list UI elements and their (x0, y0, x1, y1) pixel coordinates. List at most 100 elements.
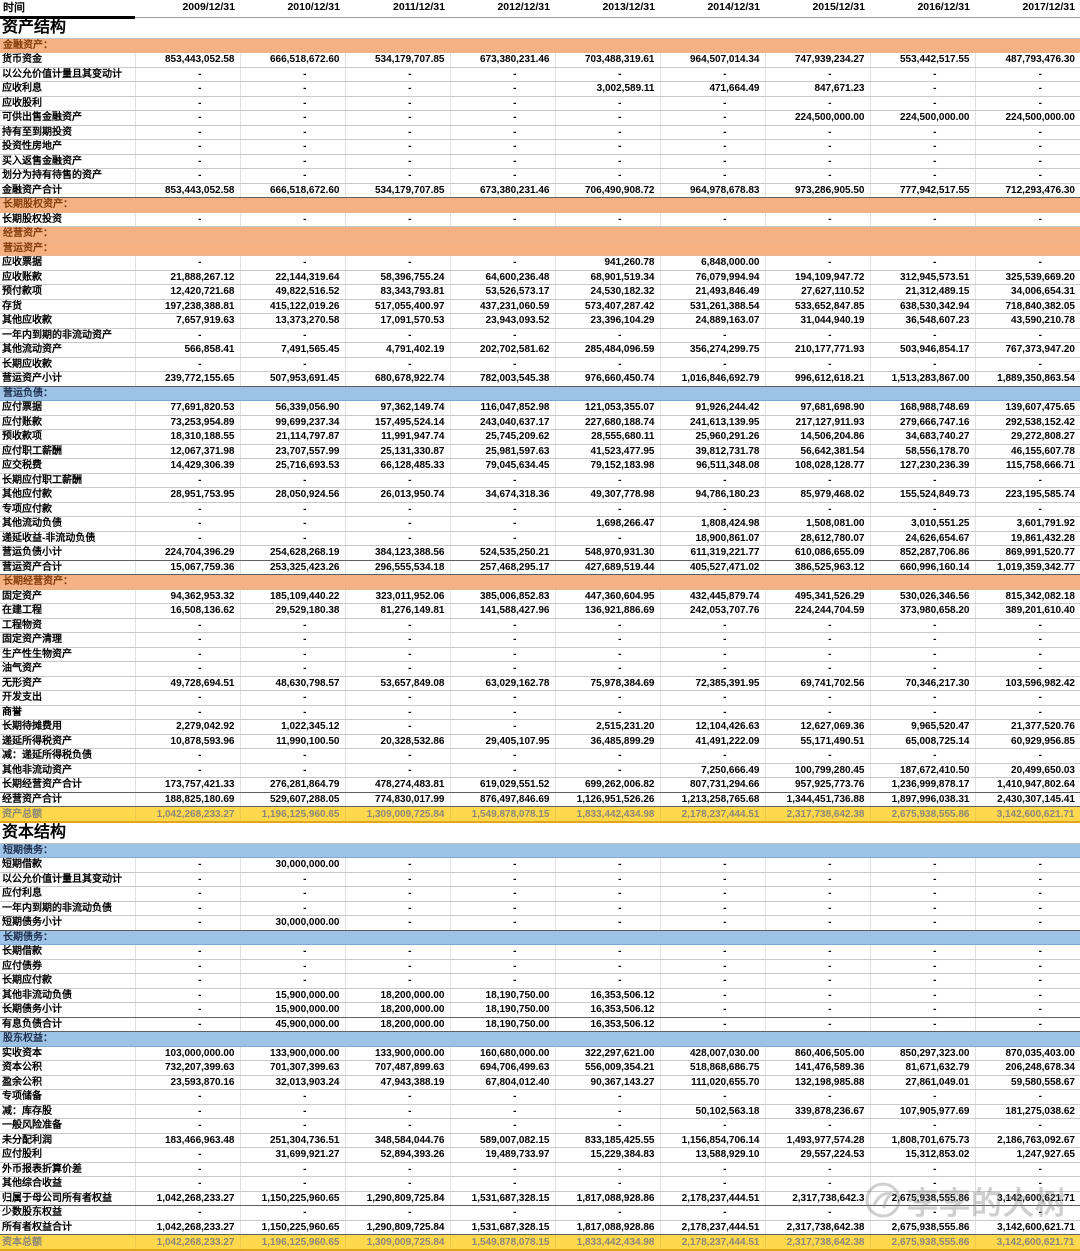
data-cell[interactable]: - (765, 212, 871, 227)
data-cell[interactable]: - (660, 168, 766, 184)
data-cell[interactable]: - (345, 661, 451, 677)
data-cell[interactable]: - (345, 748, 451, 764)
data-cell[interactable]: - (450, 857, 556, 873)
data-cell[interactable]: - (450, 531, 556, 546)
data-cell[interactable]: 29,405,107.95 (450, 734, 556, 749)
data-cell[interactable]: 2,675,938,555.86 (870, 1234, 976, 1251)
row-label[interactable]: 未分配利润 (0, 1133, 136, 1148)
data-cell[interactable]: - (660, 67, 766, 82)
data-cell[interactable]: - (240, 886, 346, 902)
row-label[interactable]: 归属于母公司所有者权益 (0, 1190, 136, 1206)
data-cell[interactable]: 25,981,597.63 (450, 444, 556, 459)
data-cell[interactable]: 90,367,143.27 (555, 1075, 661, 1090)
data-cell[interactable]: - (660, 502, 766, 517)
data-cell[interactable]: 2,317,738,642.38 (765, 1234, 871, 1251)
data-cell[interactable]: - (975, 357, 1080, 372)
data-cell[interactable]: 2,430,307,145.41 (975, 791, 1080, 807)
data-cell[interactable]: - (870, 1162, 976, 1177)
data-cell[interactable]: - (345, 1104, 451, 1119)
data-cell[interactable]: 23,707,557.99 (240, 444, 346, 459)
data-cell[interactable]: - (450, 1162, 556, 1177)
data-cell[interactable]: - (870, 212, 976, 227)
data-cell[interactable]: 1,513,283,867.00 (870, 371, 976, 387)
data-cell[interactable]: 996,612,618.21 (765, 371, 871, 387)
row-label[interactable]: 在建工程 (0, 603, 136, 619)
data-cell[interactable]: - (240, 110, 346, 126)
data-cell[interactable]: - (135, 748, 241, 764)
data-cell[interactable]: 1,016,846,692.79 (660, 371, 766, 387)
data-cell[interactable]: - (240, 618, 346, 633)
data-cell[interactable]: 853,443,052.58 (135, 52, 241, 68)
data-cell[interactable]: - (870, 944, 976, 960)
data-cell[interactable]: - (975, 81, 1080, 97)
data-cell[interactable]: 471,664.49 (660, 81, 766, 97)
data-cell[interactable]: 21,888,267.12 (135, 270, 241, 285)
data-cell[interactable]: - (555, 959, 661, 974)
data-cell[interactable]: 29,272,808.27 (975, 429, 1080, 445)
data-cell[interactable]: 807,731,294.66 (660, 777, 766, 793)
data-cell[interactable]: - (660, 647, 766, 662)
data-cell[interactable]: 56,339,056.90 (240, 400, 346, 416)
data-cell[interactable]: 3,010,551.25 (870, 516, 976, 532)
data-cell[interactable]: 2,317,738,642.3 (765, 1190, 871, 1206)
data-cell[interactable]: - (240, 81, 346, 97)
data-cell[interactable]: - (240, 516, 346, 532)
data-cell[interactable]: - (345, 139, 451, 155)
data-cell[interactable]: - (660, 212, 766, 227)
data-cell[interactable]: 20,499,650.03 (975, 763, 1080, 778)
data-cell[interactable]: 155,524,849.73 (870, 487, 976, 503)
data-cell[interactable]: 133,900,000.00 (345, 1046, 451, 1061)
data-cell[interactable]: 58,396,755.24 (345, 270, 451, 285)
data-cell[interactable]: - (135, 110, 241, 126)
data-cell[interactable]: 12,104,426.63 (660, 719, 766, 735)
data-cell[interactable]: 17,091,570.53 (345, 313, 451, 329)
data-cell[interactable]: 21,312,489.15 (870, 284, 976, 300)
row-label[interactable]: 货币资金 (0, 52, 136, 68)
data-cell[interactable]: 241,613,139.95 (660, 415, 766, 430)
data-cell[interactable]: 415,122,019.26 (240, 299, 346, 314)
data-cell[interactable]: - (870, 661, 976, 677)
data-cell[interactable]: - (975, 901, 1080, 916)
data-cell[interactable]: 26,013,950.74 (345, 487, 451, 503)
data-cell[interactable]: 34,674,318.36 (450, 487, 556, 503)
row-label[interactable]: 投资性房地产 (0, 139, 136, 155)
row-label[interactable]: 长期应收款 (0, 357, 136, 372)
data-cell[interactable]: 24,889,163.07 (660, 313, 766, 329)
data-cell[interactable]: - (135, 502, 241, 517)
data-cell[interactable]: 206,248,678.34 (975, 1060, 1080, 1076)
data-cell[interactable]: 12,627,069.36 (765, 719, 871, 735)
data-cell[interactable]: - (450, 748, 556, 764)
data-cell[interactable]: 1,236,999,878.17 (870, 777, 976, 793)
data-cell[interactable]: - (450, 915, 556, 931)
data-cell[interactable]: 437,231,060.59 (450, 299, 556, 314)
data-cell[interactable]: 111,020,655.70 (660, 1075, 766, 1090)
data-cell[interactable]: 19,489,733.97 (450, 1147, 556, 1163)
data-cell[interactable]: - (765, 872, 871, 887)
data-cell[interactable]: - (870, 1176, 976, 1192)
data-cell[interactable]: 188,825,180.69 (135, 791, 241, 807)
data-cell[interactable]: - (135, 81, 241, 97)
data-cell[interactable]: - (975, 748, 1080, 764)
data-cell[interactable]: - (555, 473, 661, 488)
data-cell[interactable]: 68,901,519.34 (555, 270, 661, 285)
data-cell[interactable]: 957,925,773.76 (765, 777, 871, 793)
data-cell[interactable]: - (240, 959, 346, 974)
data-cell[interactable]: 257,468,295.17 (450, 559, 556, 575)
data-cell[interactable]: 638,530,342.94 (870, 299, 976, 314)
row-label[interactable]: 以公允价值计量且其变动计 (0, 872, 136, 887)
data-cell[interactable]: 611,319,221.77 (660, 545, 766, 561)
data-cell[interactable]: 66,128,485.33 (345, 458, 451, 474)
data-cell[interactable]: - (660, 328, 766, 343)
data-cell[interactable]: - (765, 901, 871, 916)
data-cell[interactable]: 79,152,183.98 (555, 458, 661, 474)
data-cell[interactable]: 1,889,350,863.54 (975, 371, 1080, 387)
data-cell[interactable]: - (240, 67, 346, 82)
data-cell[interactable]: - (660, 473, 766, 488)
data-cell[interactable]: 1,833,442,434.98 (555, 1234, 661, 1251)
data-cell[interactable]: 41,491,222.09 (660, 734, 766, 749)
data-cell[interactable]: - (135, 661, 241, 677)
data-cell[interactable]: - (450, 1089, 556, 1105)
row-label[interactable]: 开发支出 (0, 690, 136, 706)
data-cell[interactable]: 1,196,125,960.65 (240, 1234, 346, 1251)
data-cell[interactable]: 7,657,919.63 (135, 313, 241, 329)
